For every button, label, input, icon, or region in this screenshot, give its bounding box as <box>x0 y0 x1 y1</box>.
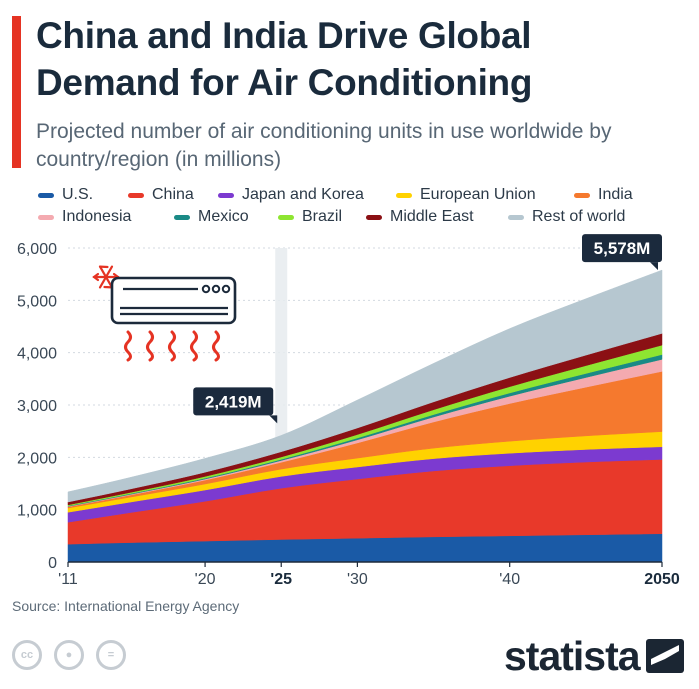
annotations: 2,419M 5,578M <box>193 234 662 424</box>
legend-item: European Union <box>396 186 536 204</box>
legend-swatch <box>38 192 54 198</box>
statista-mark-icon <box>645 639 684 673</box>
x-tick-label: 2050 <box>644 571 680 588</box>
legend-label: Brazil <box>302 208 343 225</box>
air-conditioner-illustration <box>92 265 237 362</box>
y-tick-label: 1,000 <box>17 503 57 520</box>
y-tick-label: 6,000 <box>17 241 57 258</box>
y-tick-label: 2,000 <box>17 450 57 467</box>
legend-item: Rest of world <box>508 208 625 226</box>
legend-label: U.S. <box>62 186 94 203</box>
legend-label: Indonesia <box>62 208 132 225</box>
legend-label: Japan and Korea <box>242 186 364 203</box>
chart-title: China and India Drive Global Demand for … <box>36 15 533 103</box>
legend-label: European Union <box>420 186 536 203</box>
callout-box <box>582 234 662 263</box>
x-tick-label: '30 <box>347 571 368 588</box>
statista-logo[interactable]: statista <box>504 632 684 680</box>
legend-label: Rest of world <box>532 208 626 225</box>
callout-pointer <box>269 415 278 424</box>
area-rest-of-world <box>67 269 663 503</box>
series-areas <box>67 269 663 563</box>
snowflake-icon <box>92 265 120 289</box>
y-tick-label: 5,000 <box>17 293 57 310</box>
callout-box <box>193 387 274 416</box>
license-icons: cc ● = <box>12 640 126 670</box>
y-axis: 0 1,000 2,000 3,000 4,000 5,000 6,000 <box>17 241 57 572</box>
legend-swatch <box>218 192 234 198</box>
heat-waves-icon <box>124 330 220 362</box>
callout-pointer <box>650 262 658 271</box>
legend-swatch <box>396 192 412 198</box>
y-tick-label: 4,000 <box>17 346 57 363</box>
x-tick-label: '11 <box>58 571 78 588</box>
creative-commons-icon[interactable]: cc <box>12 640 42 670</box>
legend-label: India <box>598 186 633 203</box>
legend-item: Brazil <box>278 208 342 226</box>
legend-item: India <box>574 186 633 204</box>
legend-label: China <box>152 186 194 203</box>
x-tick-label: '25 <box>270 571 292 588</box>
no-derivatives-icon[interactable]: = <box>96 640 126 670</box>
area-chart: 0 1,000 2,000 3,000 4,000 5,000 6,000 '11 '20 '2… <box>17 234 680 588</box>
legend-label: Middle East <box>390 208 474 225</box>
x-tick-label: '40 <box>499 571 520 588</box>
legend-swatch <box>174 214 190 220</box>
annotation-callout: 5,578M <box>582 234 662 271</box>
annotation-callout: 2,419M <box>193 387 278 424</box>
legend-item: Middle East <box>366 208 474 226</box>
legend-item: Japan and Korea <box>218 186 364 204</box>
brand-name: statista <box>504 633 641 679</box>
x-axis: '11 '20 '25 '30 '40 2050 <box>58 561 680 588</box>
air-conditioner-icon <box>110 276 237 325</box>
legend-swatch <box>128 192 144 198</box>
legend-item: Indonesia <box>38 208 131 226</box>
legend-swatch <box>574 192 590 198</box>
callout-label: 2,419M <box>205 392 262 411</box>
source-note: Source: International Energy Agency <box>12 598 240 614</box>
callout-label: 5,578M <box>594 239 651 258</box>
x-tick-label: '20 <box>195 571 216 588</box>
legend-swatch <box>366 214 382 220</box>
legend-swatch <box>508 214 524 220</box>
legend-label: Mexico <box>198 208 249 225</box>
legend-item: U.S. <box>38 186 93 204</box>
legend-swatch <box>278 214 294 220</box>
attribution-icon[interactable]: ● <box>54 640 84 670</box>
legend-item: Mexico <box>174 208 249 226</box>
legend-swatch <box>38 214 54 220</box>
chart-subtitle: Projected number of air conditioning uni… <box>36 120 612 171</box>
y-tick-label: 0 <box>48 555 57 572</box>
legend-item: China <box>128 186 194 204</box>
y-tick-label: 3,000 <box>17 398 57 415</box>
accent-bar <box>12 16 21 168</box>
